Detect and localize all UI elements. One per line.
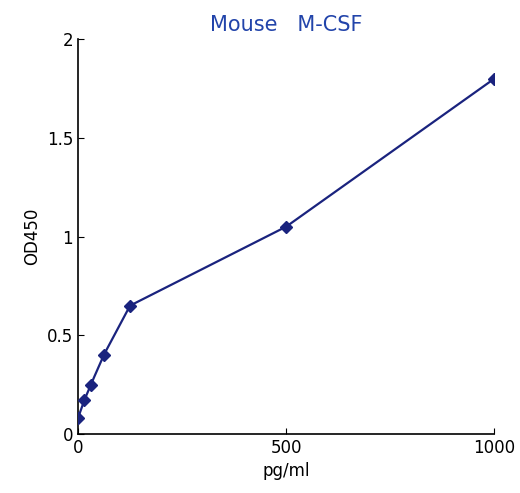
X-axis label: pg/ml: pg/ml	[262, 462, 310, 480]
Title: Mouse   M-CSF: Mouse M-CSF	[210, 15, 362, 35]
Y-axis label: OD450: OD450	[23, 208, 41, 265]
